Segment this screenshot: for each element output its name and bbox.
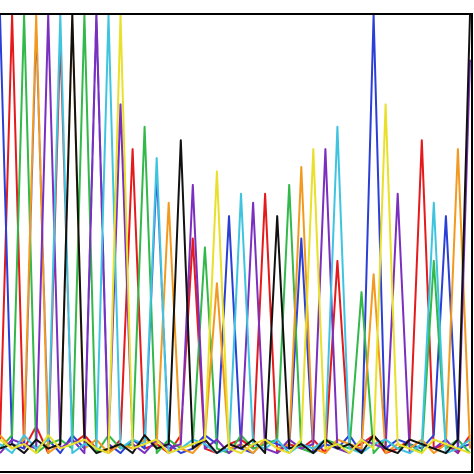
series-line	[0, 14, 471, 455]
series-line	[0, 14, 471, 455]
plot-frame	[0, 13, 473, 473]
series-line	[0, 14, 471, 455]
series-line	[0, 14, 471, 455]
